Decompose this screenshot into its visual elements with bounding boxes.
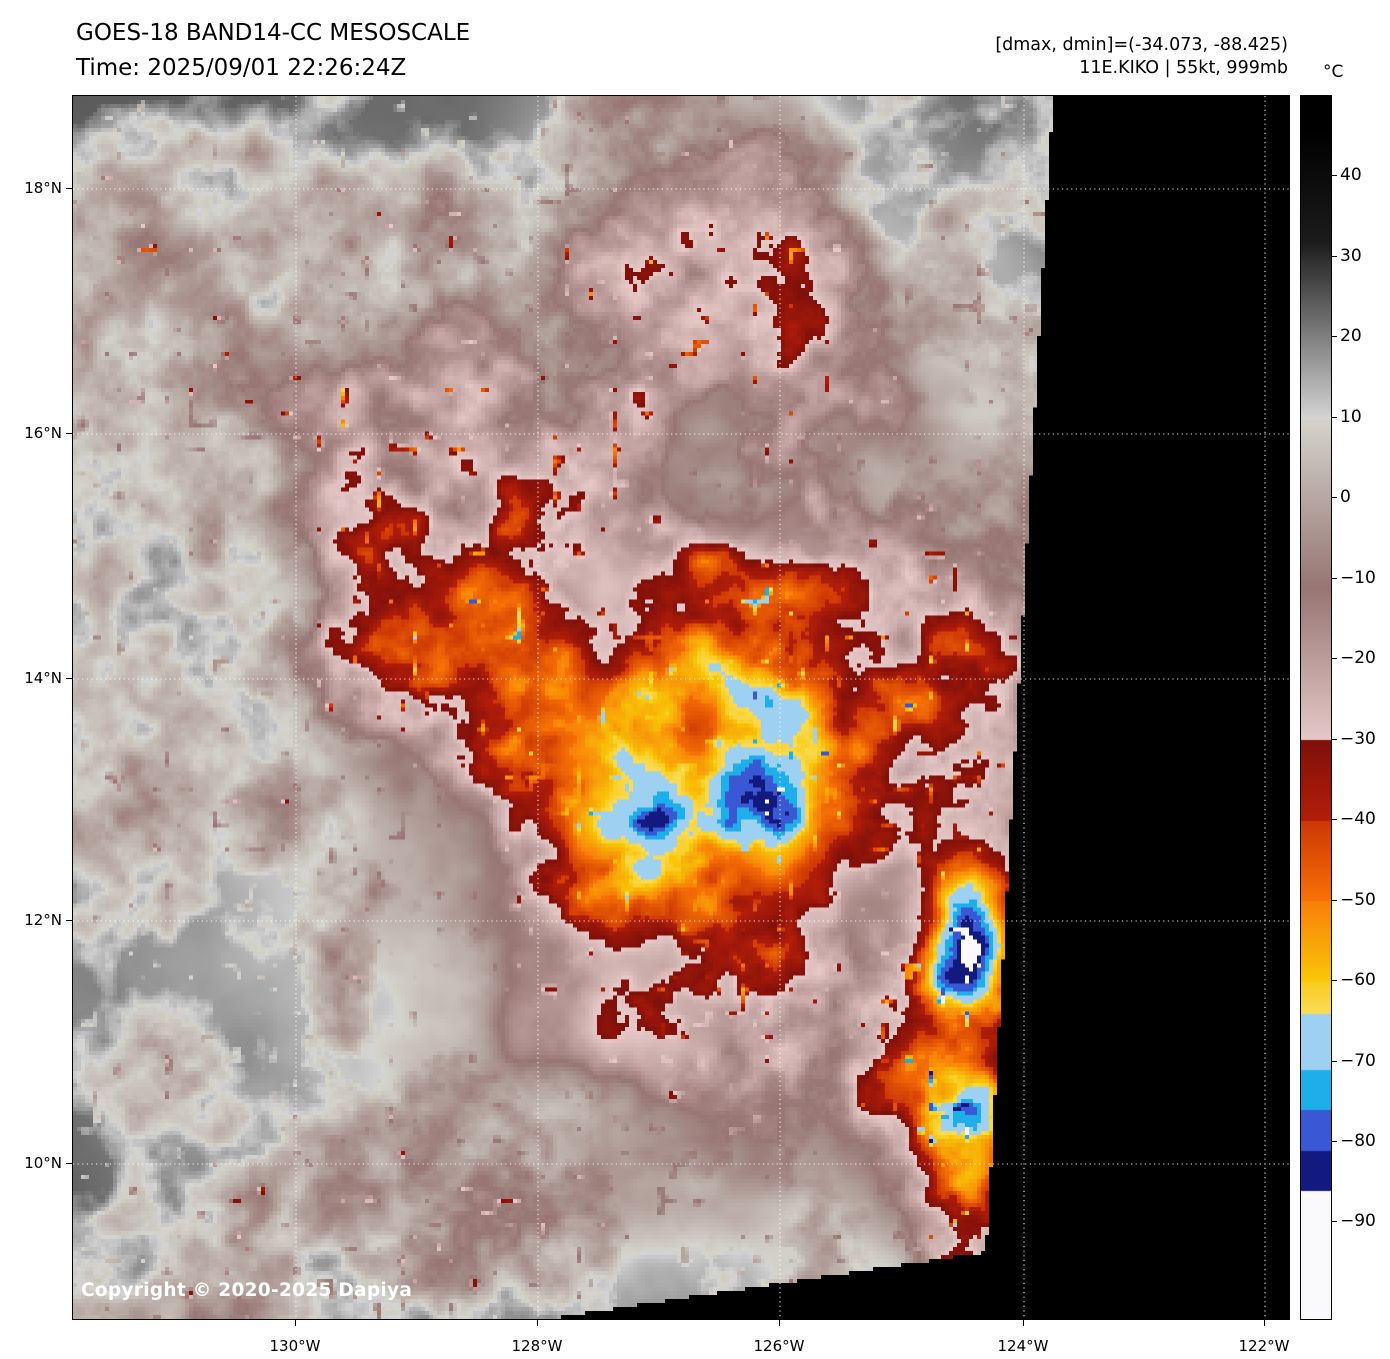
colorbar-unit-label: °C — [1323, 62, 1344, 82]
figure-time: Time: 2025/09/01 22:26:24Z — [76, 55, 407, 81]
colorbar-tick-mark — [1332, 1060, 1337, 1062]
colorbar-tick-label: −30 — [1340, 728, 1376, 749]
colorbar-tick-label: −60 — [1340, 970, 1376, 991]
lat-tick-mark — [66, 920, 72, 921]
colorbar-tick-mark — [1332, 819, 1337, 821]
lat-tick-mark — [66, 188, 72, 189]
lat-tick-mark — [66, 1163, 72, 1164]
title-block: GOES-18 BAND14-CC MESOSCALE Time: 2025/0… — [76, 16, 470, 86]
satellite-imagery-canvas — [73, 96, 1289, 1319]
lon-tick-label: 130°W — [269, 1337, 321, 1355]
colorbar-tick-label: 10 — [1340, 406, 1362, 427]
colorbar-tick-label: 0 — [1340, 487, 1351, 508]
lon-tick-label: 124°W — [997, 1337, 1049, 1355]
colorbar-tick-label: −40 — [1340, 809, 1376, 830]
colorbar-tick-mark — [1332, 497, 1337, 499]
lon-tick-mark — [295, 1320, 296, 1326]
colorbar-tick-mark — [1332, 416, 1337, 418]
lat-tick-label: 16°N — [24, 424, 62, 442]
colorbar-tick-label: −20 — [1340, 648, 1376, 669]
colorbar-tick-mark — [1332, 980, 1337, 982]
lat-tick-mark — [66, 678, 72, 679]
colorbar-tick-label: −70 — [1340, 1050, 1376, 1071]
lat-tick-label: 14°N — [24, 669, 62, 687]
colorbar-tick-mark — [1332, 175, 1337, 177]
lat-tick-label: 10°N — [24, 1154, 62, 1172]
colorbar-tick-mark — [1332, 658, 1337, 660]
lon-tick-label: 128°W — [511, 1337, 563, 1355]
colorbar-tick-label: −10 — [1340, 567, 1376, 588]
lon-tick-mark — [537, 1320, 538, 1326]
dmax-dmin-readout: [dmax, dmin]=(-34.073, -88.425) — [995, 35, 1288, 55]
lon-tick-mark — [1023, 1320, 1024, 1326]
lat-tick-label: 18°N — [24, 179, 62, 197]
colorbar-tick-mark — [1332, 1140, 1337, 1142]
colorbar-tick-label: −80 — [1340, 1130, 1376, 1151]
colorbar-tick-label: −90 — [1340, 1211, 1376, 1232]
colorbar-tick-mark — [1332, 899, 1337, 901]
lat-tick-label: 12°N — [24, 911, 62, 929]
lon-tick-label: 126°W — [753, 1337, 805, 1355]
colorbar-tick-mark — [1332, 1221, 1337, 1223]
copyright-watermark: Copyright © 2020-2025 Dapiya — [81, 1280, 413, 1301]
info-block: [dmax, dmin]=(-34.073, -88.425) 11E.KIKO… — [995, 34, 1288, 80]
colorbar-tick-label: 40 — [1340, 165, 1362, 186]
colorbar — [1300, 95, 1332, 1320]
colorbar-tick-mark — [1332, 738, 1337, 740]
storm-info-readout: 11E.KIKO | 55kt, 999mb — [1079, 58, 1288, 78]
lon-tick-label: 122°W — [1238, 1337, 1290, 1355]
lat-tick-mark — [66, 433, 72, 434]
lon-tick-mark — [1264, 1320, 1265, 1326]
colorbar-tick-mark — [1332, 577, 1337, 579]
lon-tick-mark — [779, 1320, 780, 1326]
colorbar-gradient-canvas — [1301, 96, 1331, 1319]
figure-title: GOES-18 BAND14-CC MESOSCALE — [76, 20, 471, 46]
colorbar-tick-mark — [1332, 255, 1337, 257]
satellite-map-area: Copyright © 2020-2025 Dapiya — [72, 95, 1290, 1320]
colorbar-tick-mark — [1332, 336, 1337, 338]
colorbar-tick-label: −50 — [1340, 889, 1376, 910]
colorbar-tick-label: 20 — [1340, 326, 1362, 347]
colorbar-tick-label: 30 — [1340, 245, 1362, 266]
